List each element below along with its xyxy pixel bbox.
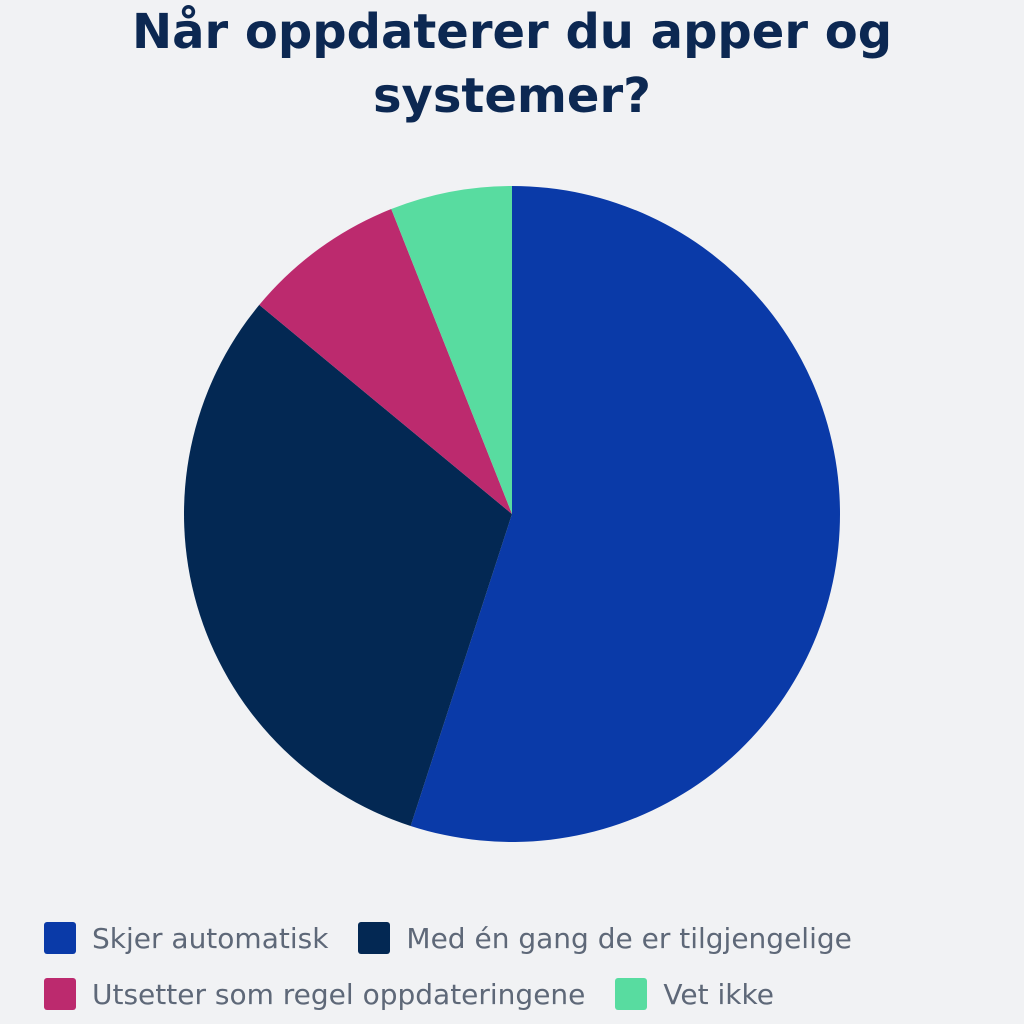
chart-legend: Skjer automatisk Med én gang de er tilgje… [44, 910, 1004, 1022]
legend-row-2: Utsetter som regel oppdateringene Vet ikk… [44, 966, 1004, 1022]
legend-label: Utsetter som regel oppdateringene [92, 977, 586, 1011]
legend-row-1: Skjer automatisk Med én gang de er tilgje… [44, 910, 1004, 966]
legend-item: Vet ikke [615, 978, 774, 1011]
legend-item: Skjer automatisk [44, 922, 328, 955]
legend-item: Utsetter som regel oppdateringene [44, 978, 585, 1011]
legend-label: Skjer automatisk [92, 921, 329, 955]
pie-slice-2 [183, 304, 512, 826]
pie-slice-4 [391, 186, 512, 514]
legend-item: Med én gang de er tilgjengelige [358, 921, 852, 955]
legend-swatch [358, 922, 391, 954]
legend-swatch [44, 978, 76, 1010]
pie-slice-1 [410, 186, 840, 842]
chart-title: Når oppdaterer du apper og systemer? [131, 4, 893, 124]
pie-chart [183, 186, 840, 842]
legend-swatch [44, 922, 76, 954]
legend-swatch [615, 978, 648, 1010]
legend-label: Med én gang de er tilgjengelige [406, 921, 852, 955]
legend-label: Vet ikke [663, 977, 774, 1011]
pie-slice-3 [259, 209, 512, 514]
